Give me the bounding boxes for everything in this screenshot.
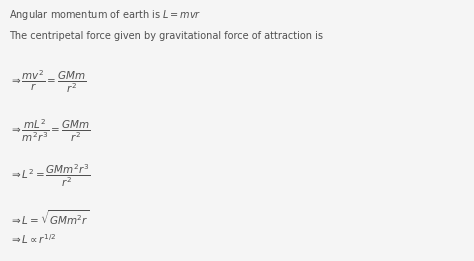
Text: $\Rightarrow \dfrac{mL^2}{m^2r^3} = \dfrac{GMm}{r^2}$: $\Rightarrow \dfrac{mL^2}{m^2r^3} = \dfr…	[9, 117, 91, 144]
Text: $\Rightarrow L = \sqrt{GMm^2r}$: $\Rightarrow L = \sqrt{GMm^2r}$	[9, 209, 90, 227]
Text: $\Rightarrow \dfrac{mv^2}{r} = \dfrac{GMm}{r^2}$: $\Rightarrow \dfrac{mv^2}{r} = \dfrac{GM…	[9, 68, 87, 95]
Text: Angular momentum of earth is $L = mvr$: Angular momentum of earth is $L = mvr$	[9, 8, 202, 22]
Text: $\Rightarrow L^2 = \dfrac{GMm^2r^3}{r^2}$: $\Rightarrow L^2 = \dfrac{GMm^2r^3}{r^2}…	[9, 162, 91, 189]
Text: $\Rightarrow L \propto r^{1/2}$: $\Rightarrow L \propto r^{1/2}$	[9, 232, 57, 246]
Text: The centripetal force given by gravitational force of attraction is: The centripetal force given by gravitati…	[9, 31, 323, 41]
